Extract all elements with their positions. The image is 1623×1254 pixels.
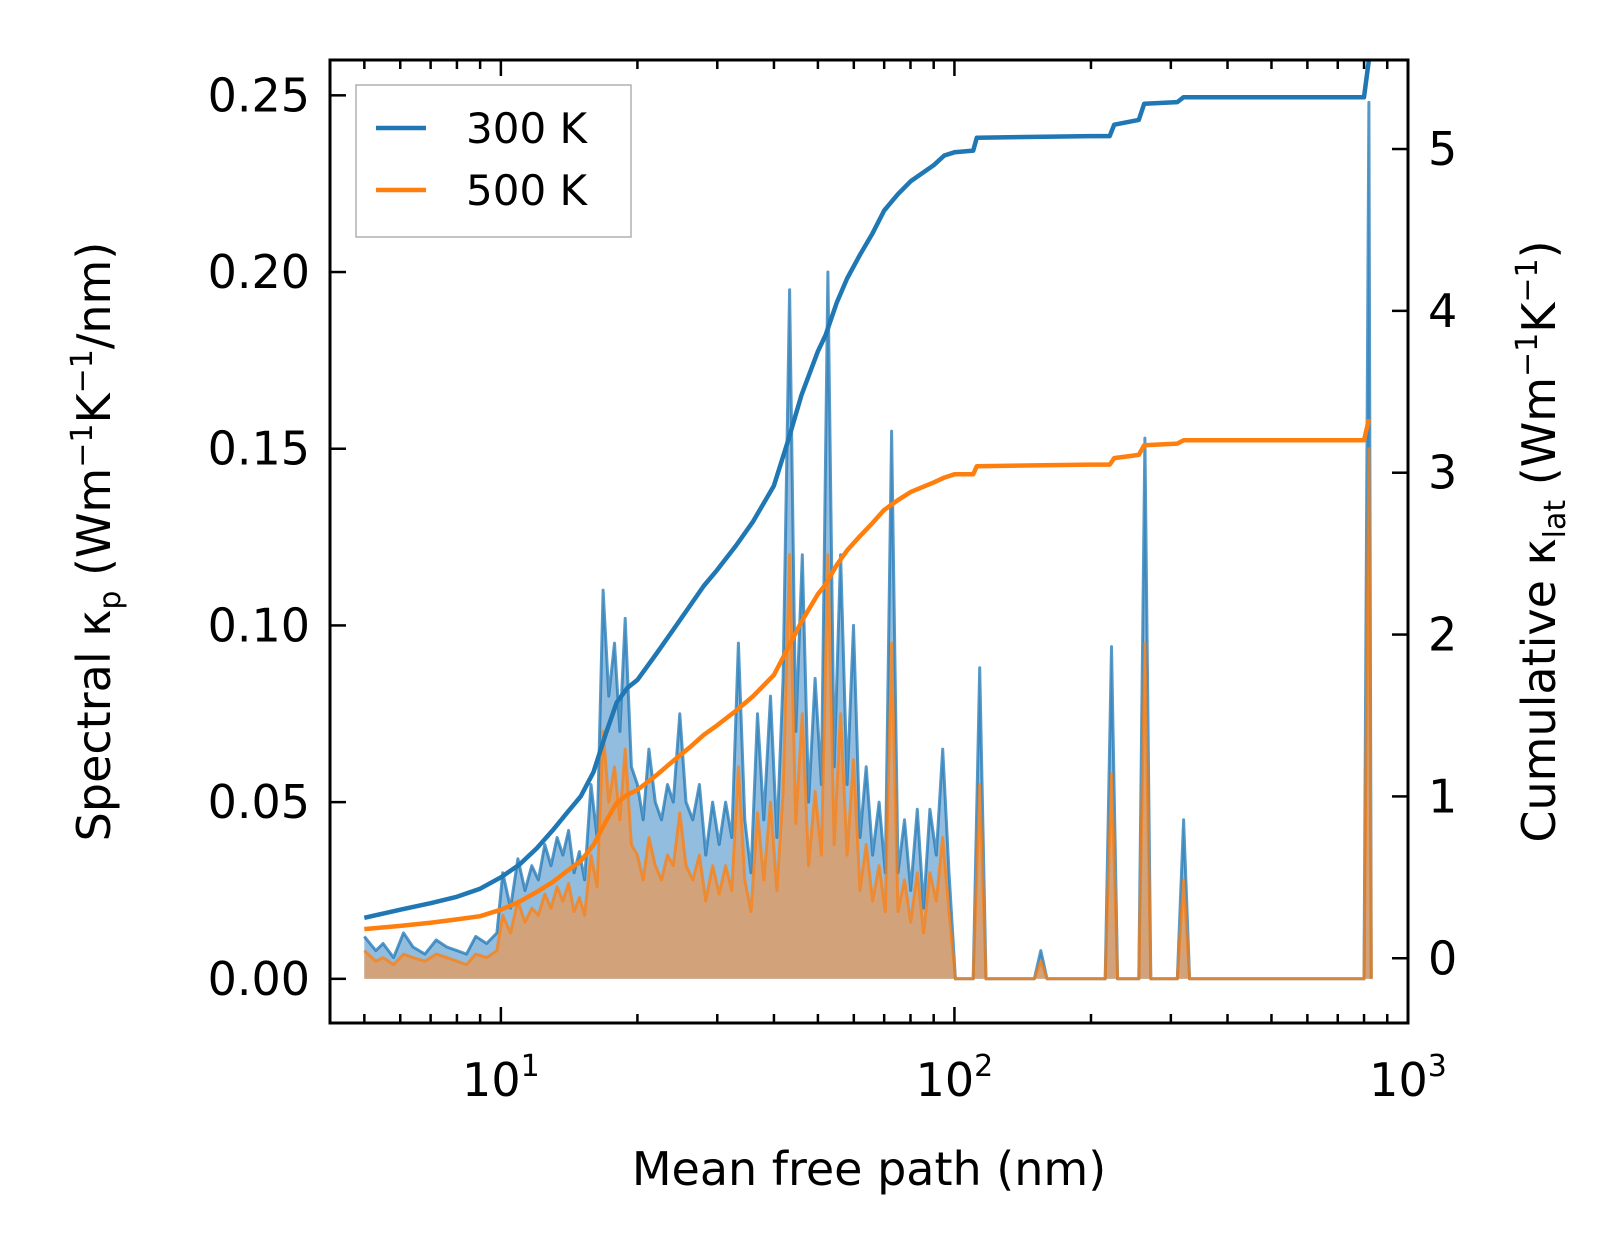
left-y-tick-label: 0.10: [208, 598, 310, 652]
left-y-tick-label: 0.15: [208, 422, 310, 476]
right-y-label-sup: −1: [1510, 333, 1545, 377]
right-y-label-part: Cumulative κ: [1512, 538, 1566, 842]
legend-label-300k: 300 K: [466, 104, 589, 153]
x-tick-base: 10: [462, 1053, 521, 1107]
left-y-label-part: /nm): [67, 242, 121, 349]
x-tick-exponent: 1: [521, 1049, 540, 1084]
spectral-area-300k: [364, 102, 1372, 979]
left-y-tick-label: 0.20: [208, 245, 310, 299]
x-tick-label: 102: [916, 1049, 994, 1107]
right-y-tick-label: 4: [1428, 284, 1457, 338]
left-y-axis-label: Spectral κp (Wm−1K−1/nm): [65, 242, 128, 842]
legend: 300 K 500 K: [355, 84, 632, 238]
right-y-axis-label: Cumulative κlat (Wm−1K−1): [1510, 240, 1573, 842]
x-axis-label: Mean free path (nm): [632, 1142, 1106, 1196]
cumulative-line-300k: [363, 59, 1372, 920]
right-y-label-part: ): [1512, 240, 1566, 258]
right-y-label-sup: −1: [1510, 258, 1545, 302]
x-tick-base: 10: [1369, 1053, 1428, 1107]
right-y-tick-label: 0: [1428, 931, 1457, 985]
right-y-tick-label: 2: [1428, 608, 1457, 662]
right-y-label-part: (Wm: [1512, 377, 1566, 500]
left-y-tick-label: 0.25: [208, 68, 310, 122]
left-y-tick-label: 0.00: [208, 952, 310, 1006]
x-tick-base: 10: [916, 1053, 975, 1107]
left-y-label-part: Spectral κ: [67, 610, 121, 842]
legend-box: [355, 84, 632, 238]
x-tick-label: 101: [462, 1049, 540, 1107]
spectral-line-layer: [363, 100, 1373, 981]
left-y-label-sub: p: [93, 591, 128, 610]
plot-frame: [328, 58, 1410, 1025]
legend-label-500k: 500 K: [466, 166, 589, 215]
x-tick-exponent: 3: [1428, 1049, 1447, 1084]
right-y-tick-label: 1: [1428, 769, 1457, 823]
tick-layer: [330, 60, 1410, 1023]
left-y-label-part: (Wm: [67, 468, 121, 591]
right-y-label-part: K: [1512, 301, 1566, 333]
right-y-tick-label: 3: [1428, 446, 1457, 500]
spectral-fill-layer: [364, 102, 1372, 979]
left-y-label-sup: −1: [65, 349, 100, 393]
left-y-tick-label: 0.05: [208, 775, 310, 829]
right-y-tick-label: 5: [1428, 122, 1457, 176]
x-tick-label: 103: [1369, 1049, 1447, 1107]
left-y-label-sup: −1: [65, 424, 100, 468]
spectral-line-500k: [363, 447, 1373, 981]
left-y-label-part: K: [67, 392, 121, 424]
cumulative-line-500k: [364, 418, 1372, 932]
right-y-label-sub: lat: [1538, 500, 1573, 539]
spectral-area-500k: [364, 448, 1372, 979]
x-tick-exponent: 2: [974, 1049, 993, 1084]
cumulative-line-layer: [363, 59, 1372, 932]
